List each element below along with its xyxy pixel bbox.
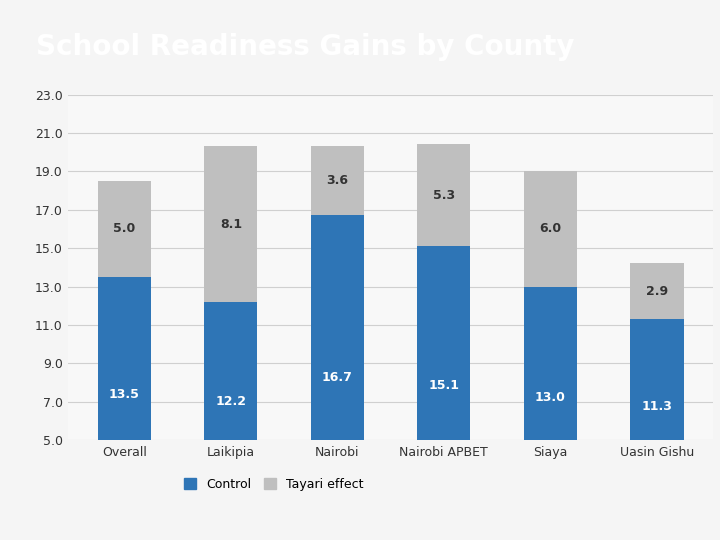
Text: 15.1: 15.1 xyxy=(428,379,459,392)
Legend: Control, Tayari effect: Control, Tayari effect xyxy=(179,473,369,496)
Bar xyxy=(417,246,470,440)
Text: 13.5: 13.5 xyxy=(109,388,140,401)
Text: 5.0: 5.0 xyxy=(113,222,135,235)
Text: 12.2: 12.2 xyxy=(215,395,246,408)
Text: 8.1: 8.1 xyxy=(220,218,242,231)
Text: 13.0: 13.0 xyxy=(535,390,566,403)
Bar xyxy=(630,319,683,440)
Text: 5.3: 5.3 xyxy=(433,189,455,202)
Text: 11.3: 11.3 xyxy=(642,400,672,413)
Bar xyxy=(204,146,258,302)
Bar xyxy=(523,287,577,440)
Bar xyxy=(311,146,364,215)
Text: 3.6: 3.6 xyxy=(326,174,348,187)
Text: School Readiness Gains by County: School Readiness Gains by County xyxy=(36,33,575,61)
Bar xyxy=(523,171,577,287)
Bar xyxy=(204,302,258,440)
Text: 16.7: 16.7 xyxy=(322,370,353,384)
Text: 6.0: 6.0 xyxy=(539,222,562,235)
Bar xyxy=(311,215,364,440)
Bar xyxy=(98,277,151,440)
Text: 2.9: 2.9 xyxy=(646,285,668,298)
Bar xyxy=(417,144,470,246)
Bar xyxy=(98,181,151,277)
Bar xyxy=(630,264,683,319)
